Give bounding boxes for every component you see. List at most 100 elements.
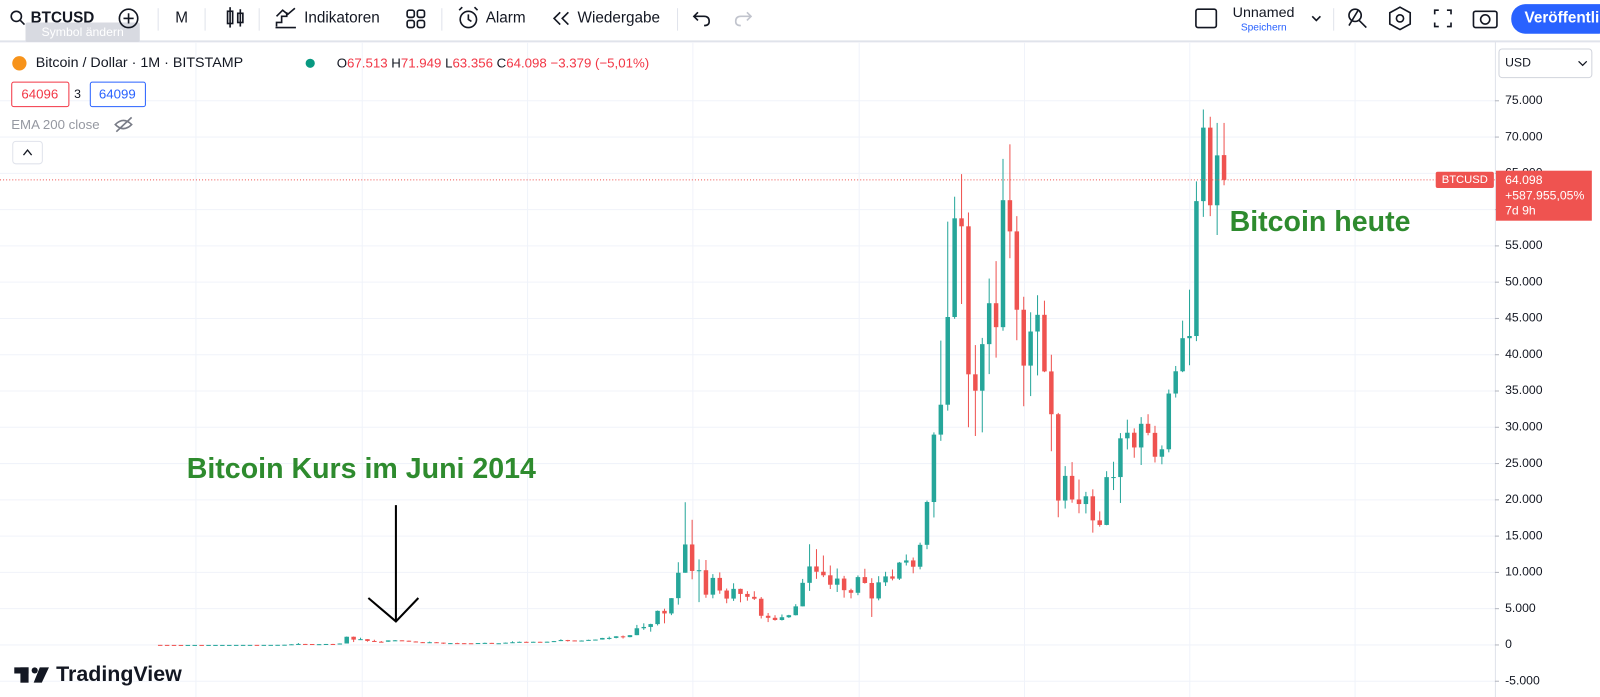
candle-body	[1021, 309, 1026, 366]
candle-body	[372, 640, 377, 642]
candle-body	[489, 642, 495, 644]
ohlc-value: 64.098	[506, 55, 547, 70]
candle-body	[406, 640, 412, 642]
candle-body	[157, 644, 163, 646]
candle-body	[531, 641, 536, 643]
candle-body	[475, 643, 481, 645]
snapshot[interactable]	[1472, 10, 1498, 29]
candle-body	[772, 617, 778, 620]
layout-icon[interactable]	[1195, 8, 1218, 29]
candle-body	[924, 502, 930, 545]
settings[interactable]	[1388, 6, 1412, 31]
tooltip	[25, 22, 140, 42]
candle-body	[565, 640, 571, 642]
grid	[0, 42, 1495, 697]
candle-body	[164, 644, 170, 646]
candle-body	[247, 644, 253, 646]
candle-body	[503, 642, 508, 644]
annotation: Bitcoin Kurs im Juni 2014	[187, 453, 536, 485]
templates[interactable]	[406, 9, 426, 29]
candle-body	[786, 615, 792, 618]
brand: TradingView	[56, 662, 182, 686]
candle-body	[171, 644, 177, 646]
candle-body	[855, 577, 861, 593]
y-tick-label: 15.000	[1505, 528, 1543, 542]
candle-body	[268, 644, 273, 646]
candle-body	[696, 570, 702, 572]
currency-select[interactable]	[1498, 48, 1593, 79]
symbol[interactable]: BTCUSD	[31, 9, 95, 26]
layout-name[interactable]: Unnamed	[1233, 5, 1295, 21]
candle-body	[828, 575, 833, 585]
candle-body	[586, 639, 591, 641]
save[interactable]: Speichern	[1241, 22, 1287, 33]
collapse-button[interactable]	[12, 140, 43, 165]
candle-body	[1152, 432, 1158, 457]
fullscreen[interactable]	[1433, 9, 1452, 28]
y-tick-label: 70.000	[1505, 129, 1543, 143]
ask: 64099	[99, 86, 136, 101]
candle-body	[455, 643, 460, 645]
candle-body	[1132, 432, 1137, 448]
candle-body	[986, 303, 992, 345]
chevron[interactable]	[1311, 15, 1321, 22]
candle-body	[1090, 496, 1096, 521]
candle-body	[227, 644, 232, 646]
replay[interactable]: Wiedergabe	[578, 9, 660, 26]
indicators[interactable]: Indikatoren	[304, 9, 380, 26]
hide-icon[interactable]	[114, 116, 133, 133]
candle-body	[1042, 314, 1047, 372]
candle-body	[745, 593, 750, 597]
candle-body	[461, 643, 467, 645]
quick-search[interactable]	[1348, 8, 1367, 29]
redo[interactable]	[734, 11, 753, 27]
candle-body	[558, 640, 564, 642]
candle-body	[821, 571, 826, 576]
currency: USD	[1505, 56, 1531, 70]
bid: 64096	[21, 86, 58, 101]
alert[interactable]: Alarm	[486, 9, 526, 26]
candle-body	[627, 635, 633, 638]
y-tick-label: 0	[1505, 637, 1512, 651]
candle-body	[337, 643, 343, 645]
candle-body	[593, 639, 598, 641]
candle-body	[655, 610, 660, 625]
chart-type[interactable]	[226, 7, 244, 28]
settings-dot	[1395, 14, 1405, 23]
interval[interactable]: M	[175, 9, 188, 26]
candle-body	[648, 624, 653, 627]
candle-body	[945, 316, 950, 405]
ask-box[interactable]	[89, 81, 146, 108]
candle-body	[537, 641, 543, 643]
candle-body	[1201, 127, 1206, 202]
candle-body	[814, 566, 819, 572]
undo[interactable]	[692, 11, 711, 27]
candle-body	[765, 615, 771, 618]
ohlc-value: 71.949	[401, 55, 442, 70]
candle-body	[1014, 231, 1020, 310]
candle-body	[800, 582, 805, 607]
candle-body	[1125, 432, 1130, 439]
candle-body	[413, 641, 419, 643]
candle-body	[980, 344, 985, 391]
candle-body	[579, 640, 584, 642]
plot	[0, 109, 1495, 646]
bid-box[interactable]	[11, 81, 70, 108]
publish-button[interactable]	[1511, 4, 1600, 34]
add-symbol[interactable]	[118, 8, 139, 29]
ohlc-change: −3.379 (−5,01%)	[550, 55, 649, 70]
candle-body	[973, 374, 978, 391]
candle-body	[952, 218, 957, 317]
candle-body	[890, 576, 895, 579]
publish: Veröffentli	[1524, 9, 1599, 26]
y-tick-label: 45.000	[1505, 311, 1543, 325]
candle-body	[441, 642, 446, 644]
candle-body	[703, 570, 709, 595]
candle-body	[316, 644, 322, 646]
candle-body	[1028, 331, 1033, 366]
candle-body	[358, 639, 363, 641]
candle-body	[834, 578, 840, 585]
y-tick-label: 25.000	[1505, 456, 1543, 470]
